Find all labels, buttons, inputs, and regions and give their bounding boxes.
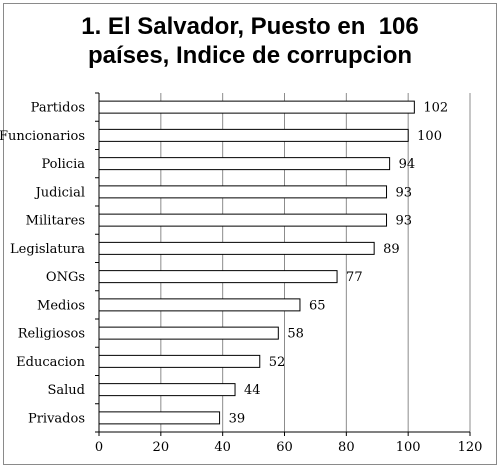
data-label: 93 [396, 185, 413, 200]
category-label: Religiosos [18, 327, 85, 342]
data-label: 77 [346, 270, 363, 285]
data-label: 89 [383, 242, 400, 257]
category-label: Funcionarios [0, 129, 85, 144]
bar [98, 326, 279, 340]
data-label: 39 [229, 411, 246, 426]
labels: 0 20 40 60 80 100 120 Partidos 102 Funcionarios 10… [0, 101, 482, 455]
bar [98, 411, 221, 425]
axes [95, 92, 471, 436]
bar [98, 270, 338, 284]
category-label: Privados [28, 411, 85, 426]
data-label: 65 [309, 298, 326, 313]
x-tick-label: 80 [338, 440, 355, 455]
bars [98, 100, 415, 425]
data-label: 52 [269, 355, 286, 370]
x-tick-label: 60 [276, 440, 293, 455]
category-label: Partidos [31, 101, 85, 116]
bar [98, 298, 301, 312]
data-label: 93 [396, 214, 413, 229]
chart-title-line-2: países, Indice de corrupcion [87, 42, 413, 69]
gridlines [160, 93, 471, 432]
chart-frame [3, 3, 497, 465]
bar [98, 241, 375, 255]
data-label: 58 [287, 327, 304, 342]
bar [98, 157, 391, 171]
category-label: Salud [47, 383, 85, 398]
chart-title: 1. El Salvador, Puesto en 106 países, In… [0, 12, 500, 70]
data-label: 44 [244, 383, 261, 398]
x-tick-label: 20 [153, 440, 170, 455]
category-label: Medios [37, 298, 85, 313]
x-tick-label: 120 [458, 440, 483, 455]
category-label: Policia [41, 157, 85, 172]
bar [98, 185, 388, 199]
category-label: Judicial [34, 185, 85, 200]
bar [98, 213, 388, 227]
category-label: Militares [26, 214, 85, 229]
bar [98, 354, 261, 368]
data-label: 94 [399, 157, 416, 172]
bar [98, 383, 236, 397]
data-label: 100 [417, 129, 442, 144]
bar [98, 128, 409, 142]
category-label: ONGs [46, 270, 85, 285]
category-label: Legislatura [10, 242, 85, 257]
x-tick-label: 0 [95, 440, 103, 455]
data-label: 102 [423, 101, 448, 116]
chart-title-line-1: 1. El Salvador, Puesto en 106 [81, 13, 419, 40]
bar [98, 100, 415, 114]
x-tick-label: 40 [214, 440, 231, 455]
x-tick-label: 100 [396, 440, 421, 455]
category-label: Educacion [16, 355, 85, 370]
